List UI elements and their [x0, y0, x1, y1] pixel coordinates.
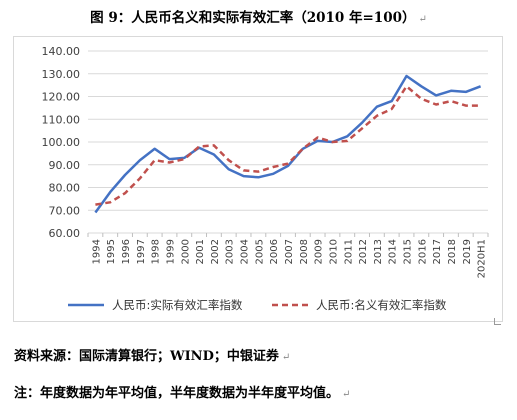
x-tick-label: 2003: [225, 239, 236, 264]
x-tick-label: 2020H1: [477, 239, 488, 278]
y-tick-label: 80.00: [49, 182, 81, 195]
corner-mark-icon: [494, 318, 501, 325]
x-tick-label: 2006: [269, 239, 280, 264]
x-tick-label: 1995: [106, 239, 117, 264]
x-tick-label: 2013: [373, 239, 384, 264]
gridlines: [88, 50, 488, 234]
paragraph-mark-icon: ↵: [342, 389, 351, 400]
nominal-eer-line: [95, 85, 481, 206]
note-line: 注：年度数据为年平均值，半年度数据为半年度平均值。 ↵: [14, 382, 350, 401]
paragraph-mark-icon: ↵: [418, 14, 427, 25]
x-tick-label: 2012: [358, 239, 369, 264]
y-tick-label: 140.00: [42, 45, 81, 58]
y-axis: 60.00 70.00 80.00 90.00 100.00 110.00 120.00 13…: [42, 45, 81, 240]
x-tick-label: 2004: [240, 239, 251, 264]
x-tick-label: 2011: [343, 239, 354, 264]
figure-title-text: 图 9：人民币名义和实际有效汇率（2010 年=100）: [90, 10, 416, 26]
series-lines: [94, 74, 482, 214]
x-tick-label: 2017: [432, 239, 443, 264]
y-tick-label: 100.00: [42, 136, 81, 149]
x-tick-label: 1994: [91, 239, 102, 264]
y-tick-label: 130.00: [42, 68, 81, 81]
x-tick-label: 2018: [447, 239, 458, 264]
paragraph-mark-icon: ↵: [281, 352, 291, 363]
y-tick-label: 60.00: [49, 227, 81, 240]
line-chart: 60.00 70.00 80.00 90.00 100.00 110.00 120.00 13…: [42, 45, 489, 312]
figure-title: 图 9：人民币名义和实际有效汇率（2010 年=100） ↵: [0, 6, 517, 26]
x-tick-label: 1998: [151, 239, 162, 264]
x-tick-label: 2016: [417, 239, 428, 264]
x-tick-label: 2019: [462, 239, 473, 264]
x-tick-label: 2007: [284, 239, 295, 264]
real-eer-line: [94, 74, 482, 214]
x-tick-label: 2000: [180, 239, 191, 264]
legend-label: 人民币:实际有效汇率指数: [112, 298, 243, 312]
y-tick-label: 110.00: [42, 113, 81, 126]
x-tick-label: 2009: [314, 239, 325, 264]
x-tick-label: 2008: [299, 239, 310, 264]
y-tick-label: 120.00: [42, 91, 81, 104]
chart-area: 60.00 70.00 80.00 90.00 100.00 110.00 120.00 13…: [13, 36, 503, 322]
y-tick-label: 70.00: [49, 204, 81, 217]
x-tick-label: 2002: [210, 239, 221, 264]
source-line: 资料来源：国际清算银行；WIND；中银证券 ↵: [14, 345, 290, 364]
y-tick-label: 90.00: [49, 159, 81, 172]
note-text: 注：年度数据为年平均值，半年度数据为半年度平均值。: [14, 386, 340, 401]
x-tick-label: 1996: [121, 239, 132, 264]
x-tick-label: 2005: [254, 239, 265, 264]
x-tick-label: 1997: [136, 239, 147, 264]
x-axis: 1994 1995 1996 1997 1998 1999 2000 2001 2002 2003…: [87, 233, 489, 278]
x-tick-label: 2014: [388, 239, 399, 264]
x-tick-label: 1999: [165, 239, 176, 264]
x-tick-label: 2001: [195, 239, 206, 264]
x-tick-label: 2015: [403, 239, 414, 264]
source-text: 资料来源：国际清算银行；WIND；中银证券: [14, 349, 279, 364]
legend-label: 人民币:名义有效汇率指数: [316, 298, 447, 312]
x-tick-label: 2010: [328, 239, 339, 264]
legend: 人民币:实际有效汇率指数 人民币:名义有效汇率指数: [68, 298, 447, 312]
